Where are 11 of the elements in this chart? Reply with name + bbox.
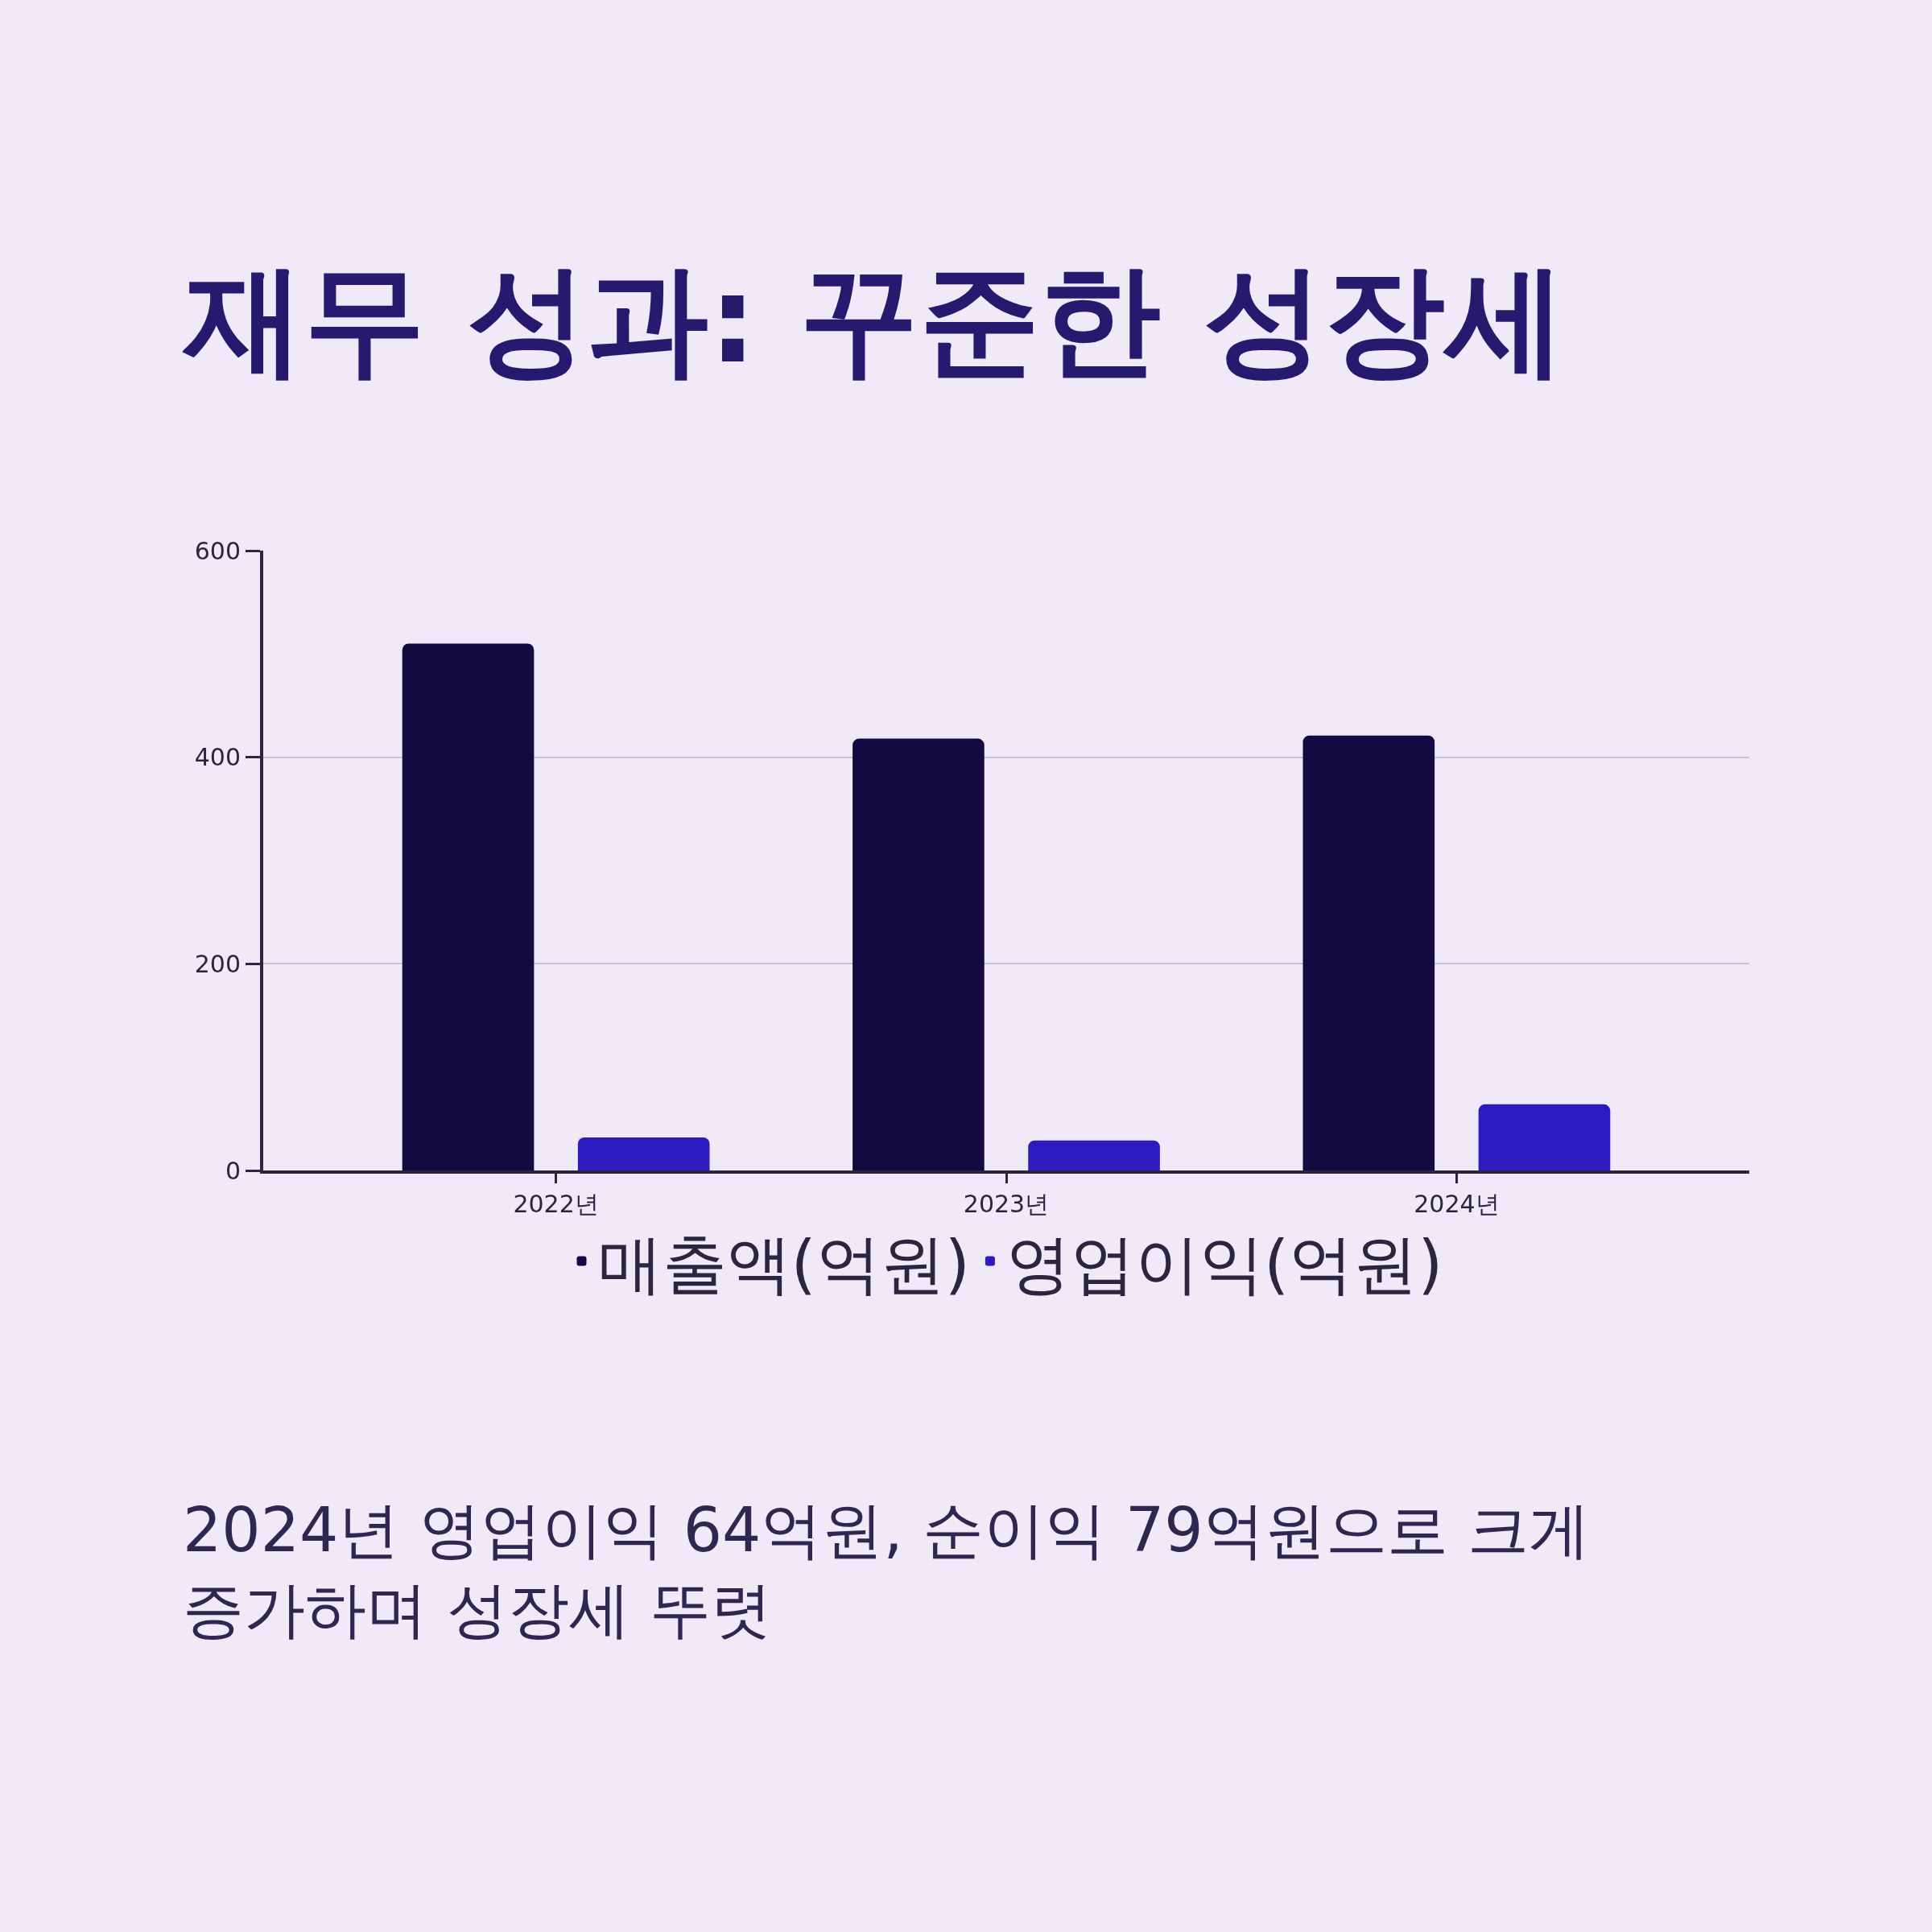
y-tick-label: 200 [194,949,241,978]
chart-title: 재무 성과: 꾸준한 성장세 [182,249,1566,390]
x-tick-label: 2023년 [963,1190,1050,1218]
legend-label: 영업이익(억원) [1005,1226,1443,1302]
y-tick-label: 0 [225,1156,241,1185]
x-tick-label: 2022년 [513,1190,599,1218]
x-tick-label: 2024년 [1414,1190,1500,1218]
y-tick-label: 600 [194,536,241,565]
legend-label: 매출액(억원) [597,1226,970,1302]
y-tick-label: 400 [194,743,241,772]
text: 2024년 영업이익 64억원, 순이익 79억원으로 크게 증가하며 성장세 뚜렷 [183,1494,1590,1645]
